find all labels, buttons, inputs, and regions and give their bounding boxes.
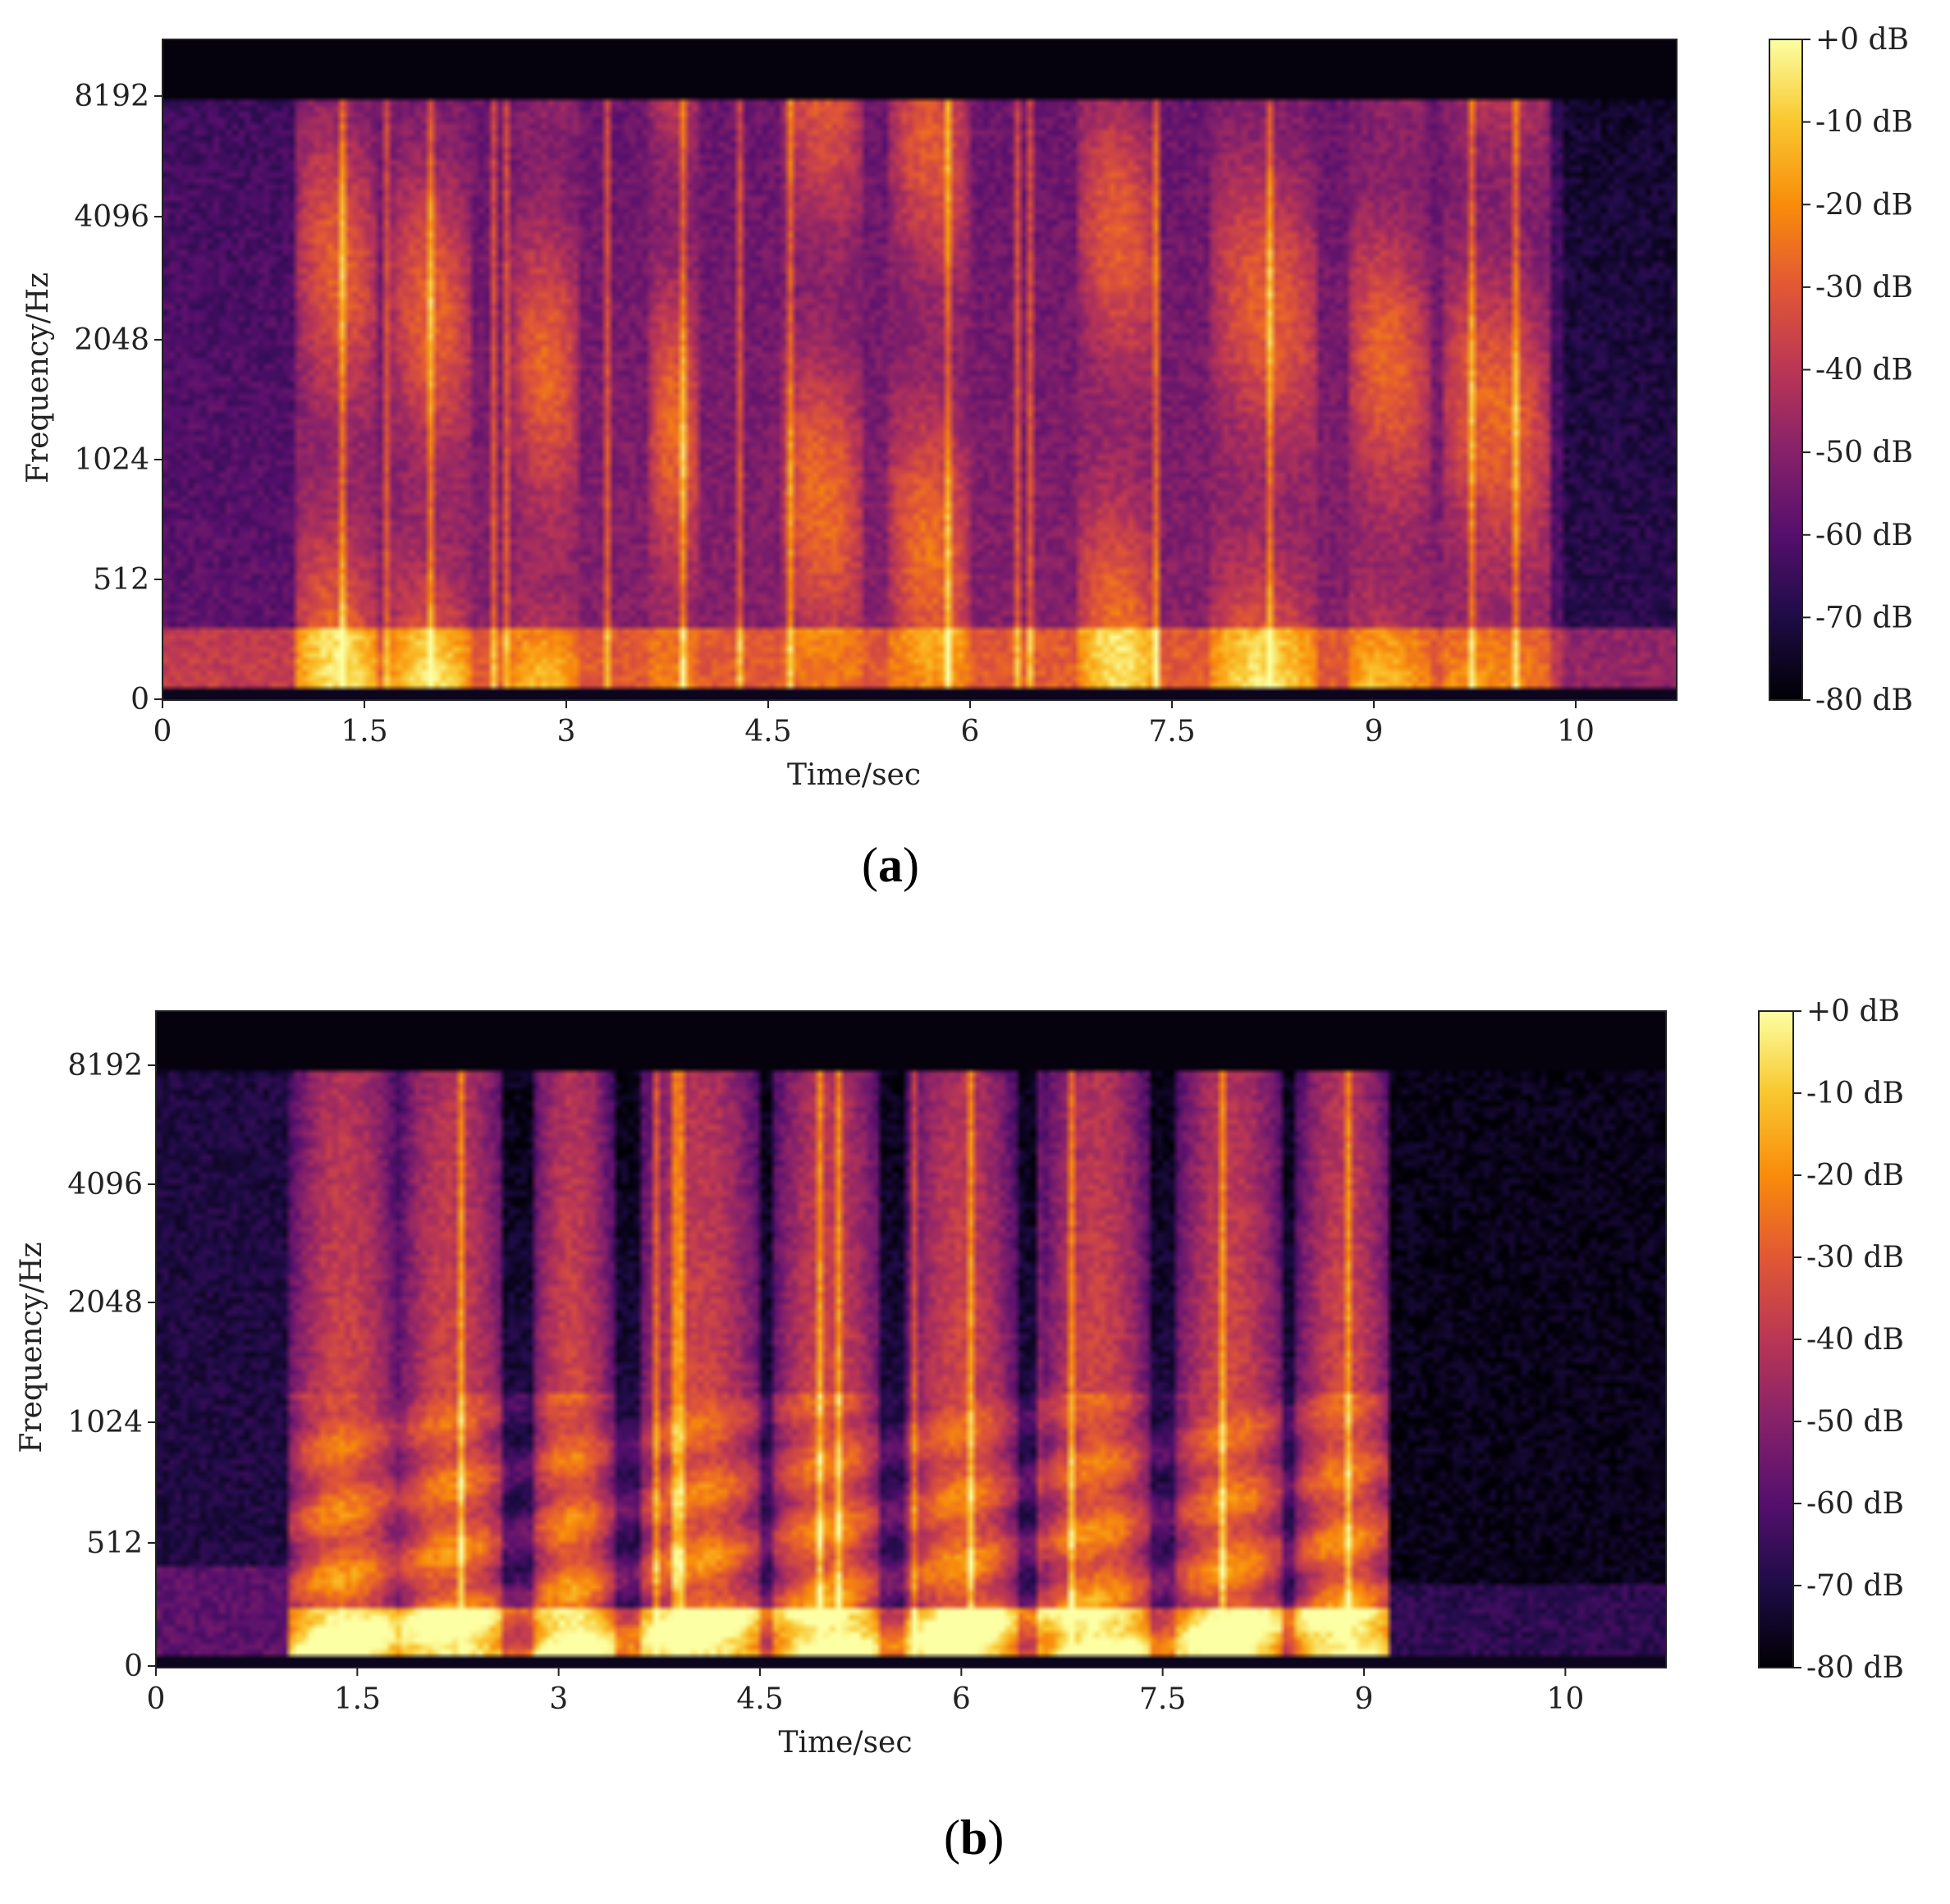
colorbar-tick-label: -70 dB — [1806, 1569, 1904, 1603]
x-tick-label: 4.5 — [744, 715, 791, 748]
y-tick-label: 1024 — [67, 1406, 143, 1439]
colorbar — [1758, 1010, 1794, 1668]
x-axis-title: Time/sec — [787, 758, 921, 792]
x-tick-label: 4.5 — [736, 1682, 783, 1716]
x-tick-label: 3 — [549, 1682, 568, 1716]
spectrogram-panel-b: 0 512 1024 2048 4096 8192 0 1.5 3 4.5 6 7.5 9 10 Time/… — [0, 960, 1950, 1904]
x-tick-label: 7.5 — [1139, 1682, 1186, 1716]
colorbar-tick-label: +0 dB — [1815, 23, 1909, 57]
y-tick-label: 4096 — [74, 200, 149, 234]
colorbar-tick-label: -10 dB — [1815, 106, 1913, 140]
panel-label-b: (b) — [944, 1810, 1005, 1865]
colorbar-tick-label: -50 dB — [1815, 436, 1913, 469]
colorbar-tick-label: +0 dB — [1806, 995, 1900, 1028]
colorbar-tick-label: -40 dB — [1806, 1323, 1904, 1357]
colorbar-tick-label: -30 dB — [1815, 271, 1913, 304]
y-tick-label: 8192 — [74, 80, 149, 113]
x-tick-label: 9 — [1355, 1682, 1374, 1716]
y-tick-label: 1024 — [74, 443, 149, 477]
colorbar-tick-label: -10 dB — [1806, 1077, 1904, 1110]
colorbar-tick-label: -60 dB — [1815, 519, 1913, 552]
colorbar-tick-label: -30 dB — [1806, 1241, 1904, 1275]
colorbar-tick-label: -70 dB — [1815, 601, 1913, 634]
colorbar — [1769, 39, 1803, 701]
x-tick-label: 7.5 — [1148, 715, 1195, 748]
colorbar-tick-label: -20 dB — [1815, 188, 1913, 222]
x-tick-label: 10 — [1546, 1682, 1584, 1716]
spectrogram-chart-b: 0 512 1024 2048 4096 8192 0 1.5 3 4.5 6 7.5 9 10 Time/… — [15, 995, 1904, 1760]
colorbar-tick-label: -60 dB — [1806, 1487, 1904, 1521]
x-tick-label: 6 — [961, 715, 980, 748]
y-tick-label: 512 — [86, 1526, 143, 1560]
y-tick-label: 8192 — [67, 1049, 143, 1082]
x-tick-label: 1.5 — [341, 715, 387, 748]
colorbar-tick-label: -40 dB — [1815, 354, 1913, 387]
spectrogram-chart-a: 0 512 1024 2048 4096 8192 0 1.5 3 4.5 6 7.5 9 10 Time/… — [21, 23, 1913, 792]
spectrogram-heatmap — [162, 39, 1677, 700]
plot-frame — [155, 1010, 1667, 1668]
x-tick-label: 10 — [1557, 715, 1595, 748]
y-tick-label: 4096 — [67, 1168, 143, 1201]
spectrogram-panel-a: 0 512 1024 2048 4096 8192 0 1.5 3 4.5 6 7.5 9 10 Time/… — [0, 0, 1950, 944]
y-tick-label: 0 — [124, 1650, 143, 1683]
colorbar-tick-label: -80 dB — [1806, 1651, 1904, 1685]
y-axis-title: Frequency/Hz — [21, 272, 55, 483]
colorbar-tick-label: -80 dB — [1815, 684, 1913, 717]
x-tick-label: 0 — [153, 715, 172, 748]
y-tick-label: 2048 — [67, 1286, 143, 1320]
colorbar-tick-label: -50 dB — [1806, 1405, 1904, 1439]
panel-label-a: (a) — [862, 838, 919, 892]
x-tick-label: 1.5 — [334, 1682, 381, 1716]
spectrogram-heatmap — [156, 1011, 1666, 1668]
x-tick-label: 3 — [557, 715, 576, 748]
y-axis-title: Frequency/Hz — [15, 1242, 48, 1453]
colorbar-tick-label: -20 dB — [1806, 1159, 1904, 1192]
x-tick-label: 6 — [952, 1682, 971, 1716]
y-tick-label: 512 — [93, 563, 149, 597]
x-tick-label: 9 — [1365, 715, 1384, 748]
y-tick-label: 2048 — [74, 323, 149, 357]
x-axis-title: Time/sec — [778, 1726, 912, 1760]
x-tick-label: 0 — [147, 1682, 166, 1716]
plot-frame — [162, 39, 1678, 701]
y-tick-label: 0 — [130, 683, 149, 716]
